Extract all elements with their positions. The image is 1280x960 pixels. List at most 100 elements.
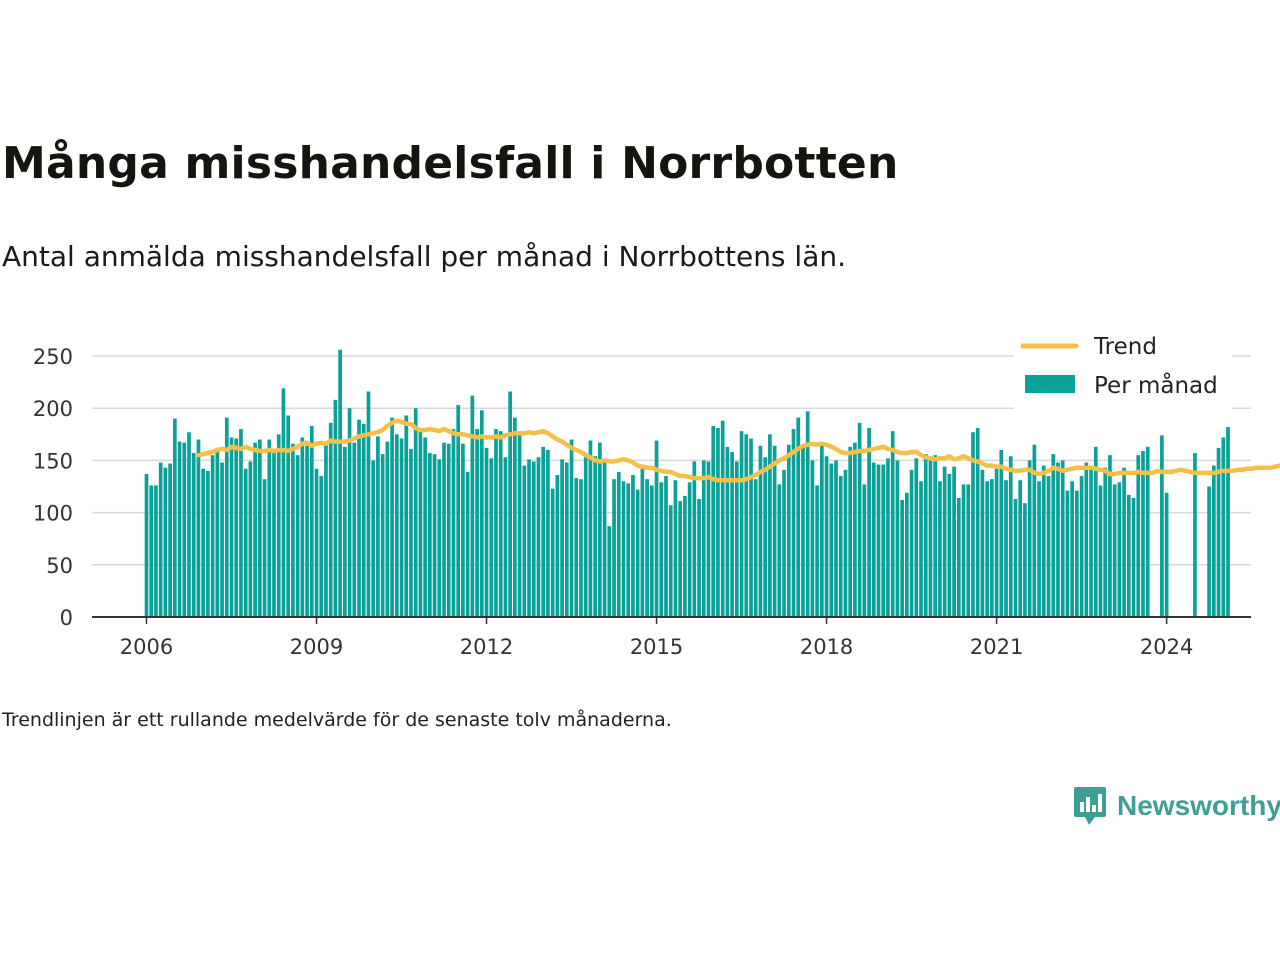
bar xyxy=(952,466,956,617)
bar xyxy=(1060,460,1065,617)
bar xyxy=(961,484,966,617)
bar xyxy=(541,446,546,617)
bar xyxy=(602,462,607,617)
bar xyxy=(253,442,257,617)
bar xyxy=(399,438,404,617)
bar xyxy=(314,468,319,617)
bar xyxy=(442,442,446,617)
newsworthy-logo-icon xyxy=(1074,787,1106,825)
bar xyxy=(654,440,659,617)
bar xyxy=(749,438,753,617)
bar xyxy=(635,489,640,617)
bar xyxy=(456,405,461,617)
bar xyxy=(687,482,692,617)
bar xyxy=(366,391,371,617)
bar xyxy=(857,422,862,617)
bar xyxy=(1051,454,1056,617)
x-tick-label: 2012 xyxy=(460,635,513,659)
bar xyxy=(649,485,654,617)
bar xyxy=(437,459,442,617)
bar xyxy=(418,428,423,617)
bar xyxy=(498,431,503,617)
bar xyxy=(834,460,838,617)
bar xyxy=(692,461,697,617)
bar xyxy=(1136,455,1141,617)
bar xyxy=(631,475,635,617)
bar xyxy=(352,442,357,617)
bar xyxy=(248,461,253,617)
bar xyxy=(1108,455,1112,617)
bar xyxy=(177,441,182,617)
bar xyxy=(909,469,914,617)
bar xyxy=(187,432,191,617)
bar xyxy=(1065,490,1070,617)
bar xyxy=(621,481,626,617)
bar xyxy=(328,422,333,617)
bar xyxy=(239,429,243,617)
bar xyxy=(394,434,399,617)
bar xyxy=(697,499,701,617)
bar xyxy=(744,434,749,617)
bar xyxy=(154,485,158,617)
bar xyxy=(805,411,810,617)
bar xyxy=(461,443,465,617)
bar xyxy=(295,455,300,617)
bar xyxy=(385,441,390,617)
bar xyxy=(243,468,248,617)
bar xyxy=(820,444,824,617)
chart-title: Många misshandelsfall i Norrbotten xyxy=(2,138,899,189)
bar xyxy=(1075,490,1079,617)
bar xyxy=(144,473,149,617)
bar xyxy=(985,481,989,617)
bar xyxy=(871,462,876,617)
bar xyxy=(1041,465,1046,617)
bar xyxy=(527,459,531,617)
bar xyxy=(470,395,475,617)
bar xyxy=(763,457,768,617)
bar xyxy=(319,476,324,617)
bar xyxy=(1098,485,1103,617)
bar xyxy=(1145,446,1150,617)
brand-logo: Newsworthy xyxy=(1073,785,1280,827)
bar xyxy=(796,417,801,617)
x-tick-label: 2021 xyxy=(970,635,1023,659)
bar xyxy=(725,446,730,617)
bar xyxy=(531,461,536,617)
bar xyxy=(876,464,881,617)
bar xyxy=(772,445,777,617)
bar xyxy=(324,442,328,617)
bar xyxy=(569,439,574,617)
bar xyxy=(206,470,210,617)
bar xyxy=(668,505,673,617)
bar xyxy=(479,410,484,617)
brand-name: Newsworthy xyxy=(1117,790,1280,821)
bar xyxy=(777,484,782,617)
bar xyxy=(579,479,583,617)
x-tick-label: 2018 xyxy=(800,635,853,659)
x-tick-label: 2015 xyxy=(630,635,683,659)
x-tick-label: 2024 xyxy=(1140,635,1193,659)
bar xyxy=(810,460,815,617)
bar xyxy=(451,429,456,617)
bar xyxy=(1084,462,1089,617)
bar xyxy=(224,417,229,617)
bar xyxy=(475,429,479,617)
bar xyxy=(588,440,593,617)
bar xyxy=(564,462,569,617)
bar xyxy=(1008,456,1013,617)
y-tick-label: 200 xyxy=(33,397,73,421)
bar xyxy=(1013,499,1018,617)
bar xyxy=(494,429,498,617)
bar xyxy=(1122,467,1126,617)
bar xyxy=(361,423,366,617)
bar xyxy=(758,445,763,617)
bar xyxy=(616,471,621,617)
bar xyxy=(163,467,168,617)
bar xyxy=(338,349,342,617)
bar xyxy=(612,479,616,617)
bar xyxy=(517,434,522,617)
bar xyxy=(229,437,234,617)
bar xyxy=(220,462,224,617)
bar xyxy=(201,468,206,617)
bar xyxy=(659,482,664,617)
